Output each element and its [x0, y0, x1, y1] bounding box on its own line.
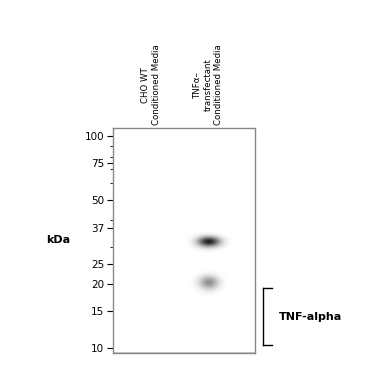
- Text: CHO WT
Conditioned Media: CHO WT Conditioned Media: [141, 44, 160, 125]
- Text: TNFα–
transfectant
Conditioned Media: TNFα– transfectant Conditioned Media: [193, 44, 223, 125]
- Text: kDa: kDa: [46, 235, 70, 245]
- Text: TNF-alpha: TNF-alpha: [279, 312, 342, 321]
